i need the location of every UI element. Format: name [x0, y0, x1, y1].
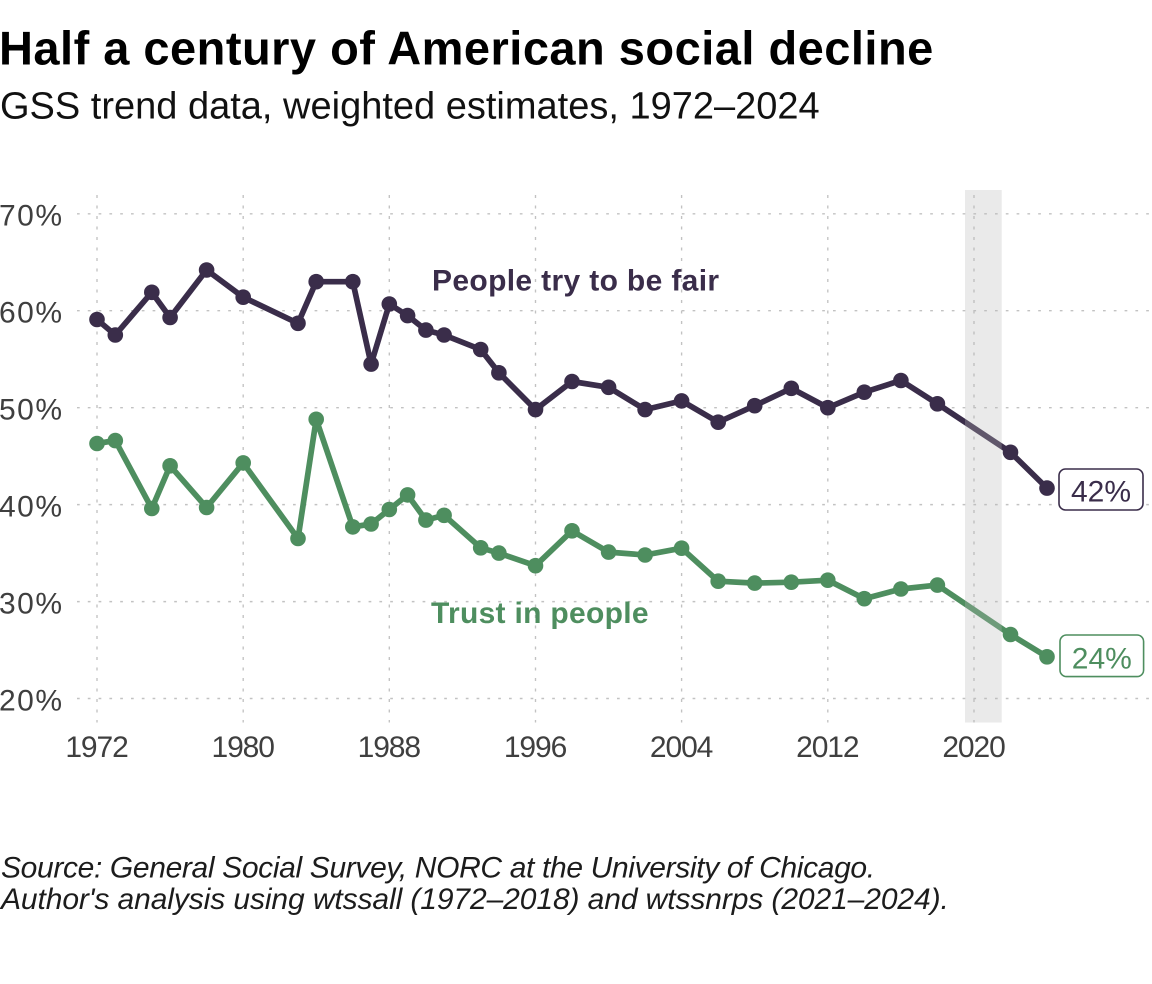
svg-text:Half a century of American soc: Half a century of American social declin… [0, 22, 934, 75]
svg-text:Source: General Social Survey,: Source: General Social Survey, NORC at t… [1, 852, 875, 885]
svg-text:2004: 2004 [650, 731, 713, 764]
svg-text:GSS trend data, weighted estim: GSS trend data, weighted estimates, 1972… [0, 85, 820, 127]
svg-text:30%: 30% [0, 588, 64, 621]
svg-text:2012: 2012 [796, 731, 859, 764]
svg-text:1996: 1996 [504, 731, 567, 764]
svg-text:20%: 20% [0, 684, 64, 717]
svg-text:40%: 40% [0, 491, 64, 524]
svg-text:60%: 60% [0, 297, 64, 330]
svg-text:People try to be fair: People try to be fair [432, 265, 719, 298]
svg-text:Trust in people: Trust in people [431, 597, 649, 630]
svg-text:1972: 1972 [65, 731, 128, 764]
svg-text:24%: 24% [1072, 642, 1132, 675]
svg-text:70%: 70% [0, 200, 64, 233]
svg-text:Author's analysis using wtssal: Author's analysis using wtssall (1972–20… [0, 883, 949, 916]
svg-text:1980: 1980 [212, 731, 275, 764]
svg-text:1988: 1988 [358, 731, 421, 764]
svg-text:2020: 2020 [942, 731, 1005, 764]
svg-text:50%: 50% [0, 394, 64, 427]
svg-text:42%: 42% [1071, 476, 1131, 509]
